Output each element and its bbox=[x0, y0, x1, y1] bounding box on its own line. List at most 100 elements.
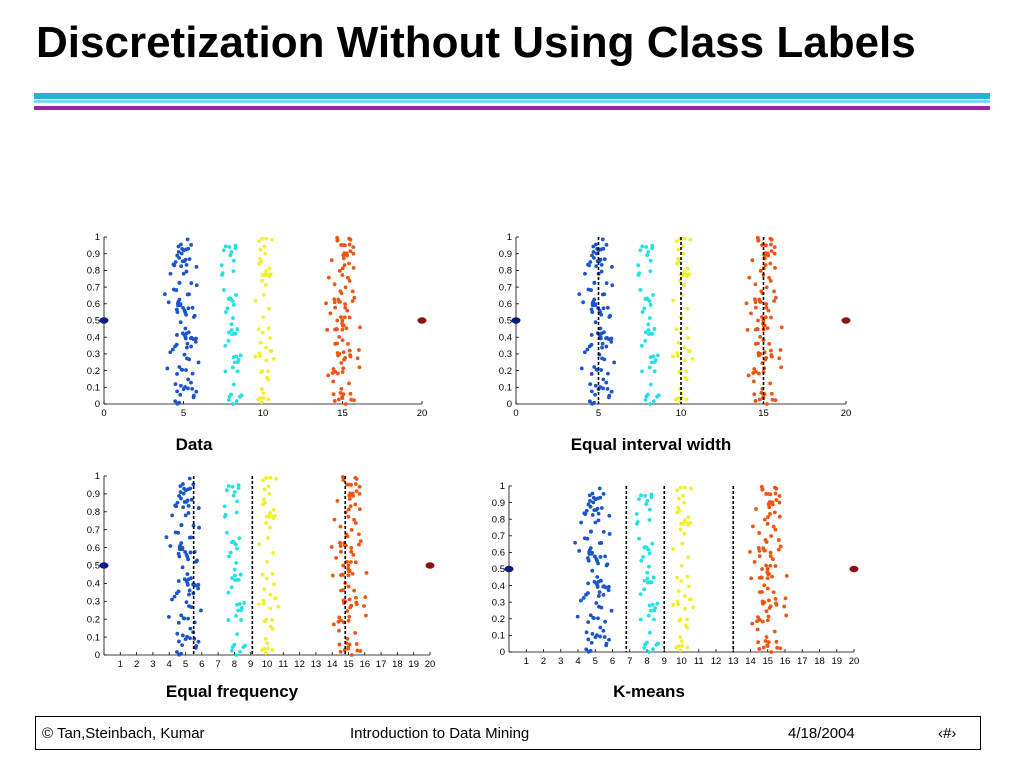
data-point bbox=[196, 506, 201, 510]
data-point bbox=[353, 521, 358, 525]
data-point bbox=[761, 318, 766, 323]
data-point bbox=[769, 534, 774, 538]
data-point bbox=[263, 251, 268, 256]
data-point bbox=[767, 500, 772, 504]
data-point bbox=[764, 356, 769, 360]
data-point bbox=[760, 567, 764, 571]
data-point bbox=[353, 560, 358, 565]
data-point bbox=[650, 246, 655, 251]
data-point bbox=[175, 333, 179, 337]
data-point bbox=[343, 356, 348, 360]
data-point bbox=[176, 530, 181, 535]
data-point bbox=[259, 387, 264, 391]
data-point bbox=[639, 558, 644, 563]
data-point bbox=[257, 351, 262, 356]
data-point bbox=[675, 599, 680, 604]
data-point bbox=[332, 282, 337, 287]
data-point bbox=[357, 365, 362, 370]
x-tick-label: 19 bbox=[408, 659, 419, 670]
data-point bbox=[231, 539, 236, 544]
data-point bbox=[599, 262, 604, 267]
y-tick-label: 0.9 bbox=[87, 489, 100, 500]
footer-date: 4/18/2004 bbox=[788, 725, 855, 742]
equal-frequency-caption: Equal frequency bbox=[165, 682, 299, 701]
x-tick-label: 15 bbox=[343, 659, 354, 670]
data-point bbox=[586, 556, 590, 560]
data-point bbox=[271, 550, 276, 555]
data-point bbox=[585, 536, 590, 541]
data-point bbox=[343, 302, 348, 306]
data-point bbox=[352, 588, 357, 593]
data-point bbox=[784, 573, 789, 578]
data-point bbox=[603, 554, 607, 559]
x-tick-label: 7 bbox=[627, 656, 632, 667]
data-point bbox=[229, 322, 234, 327]
data-point bbox=[753, 399, 758, 403]
data-point bbox=[223, 512, 228, 517]
data-point bbox=[189, 344, 193, 349]
data-point bbox=[228, 253, 233, 258]
data-point bbox=[589, 529, 593, 534]
data-point bbox=[592, 256, 596, 260]
data-point bbox=[652, 369, 657, 374]
data-point bbox=[196, 586, 201, 591]
data-point bbox=[180, 546, 185, 550]
data-point bbox=[181, 482, 185, 486]
data-point bbox=[225, 530, 229, 535]
data-scatter-plot: 00.10.20.30.40.50.60.70.80.910 5 10 15 20 bbox=[87, 232, 428, 419]
x-tick-label: 5 bbox=[596, 408, 601, 419]
data-point bbox=[341, 256, 346, 261]
data-point bbox=[326, 373, 331, 378]
data-point bbox=[769, 391, 774, 396]
data-point bbox=[589, 288, 593, 292]
data-point bbox=[222, 504, 227, 509]
data-point bbox=[588, 504, 593, 509]
data-point bbox=[594, 264, 599, 269]
data-point bbox=[601, 628, 606, 633]
data-point bbox=[770, 397, 775, 402]
data-point bbox=[340, 572, 345, 577]
data-point bbox=[677, 370, 681, 375]
data-point bbox=[262, 293, 266, 297]
outlier-point-right bbox=[849, 565, 859, 573]
data-point bbox=[653, 606, 657, 611]
data-point bbox=[772, 289, 776, 294]
data-point bbox=[273, 514, 277, 518]
data-point bbox=[185, 356, 189, 361]
data-point bbox=[220, 271, 225, 276]
data-point bbox=[353, 482, 358, 487]
outlier-point-right bbox=[417, 317, 427, 324]
data-point bbox=[606, 337, 611, 341]
data-point bbox=[779, 325, 784, 330]
data-point bbox=[685, 574, 690, 579]
data-point bbox=[170, 597, 174, 602]
data-point bbox=[648, 608, 653, 613]
data-point bbox=[337, 335, 342, 339]
data-point bbox=[183, 257, 188, 262]
x-tick-label: 10 bbox=[676, 656, 687, 667]
data-point bbox=[187, 257, 192, 262]
data-point bbox=[756, 341, 760, 346]
data-point bbox=[346, 514, 351, 519]
data-point bbox=[638, 288, 643, 292]
data-point bbox=[176, 579, 181, 583]
data-point bbox=[263, 619, 267, 623]
data-point bbox=[358, 539, 363, 544]
data-point bbox=[266, 536, 270, 540]
data-point bbox=[335, 498, 340, 503]
data-point bbox=[776, 538, 781, 542]
data-point bbox=[686, 555, 690, 560]
data-point bbox=[770, 574, 774, 579]
data-point bbox=[773, 597, 778, 601]
data-point bbox=[647, 650, 651, 654]
x-tick-label: 16 bbox=[360, 659, 371, 670]
x-tick-label: 12 bbox=[294, 659, 305, 670]
data-point bbox=[180, 633, 185, 638]
data-point bbox=[263, 283, 268, 287]
data-point bbox=[645, 498, 650, 503]
data-point bbox=[645, 253, 650, 258]
data-point bbox=[337, 352, 342, 356]
data-point bbox=[756, 545, 761, 550]
data-point bbox=[747, 275, 752, 280]
data-point bbox=[774, 498, 779, 502]
